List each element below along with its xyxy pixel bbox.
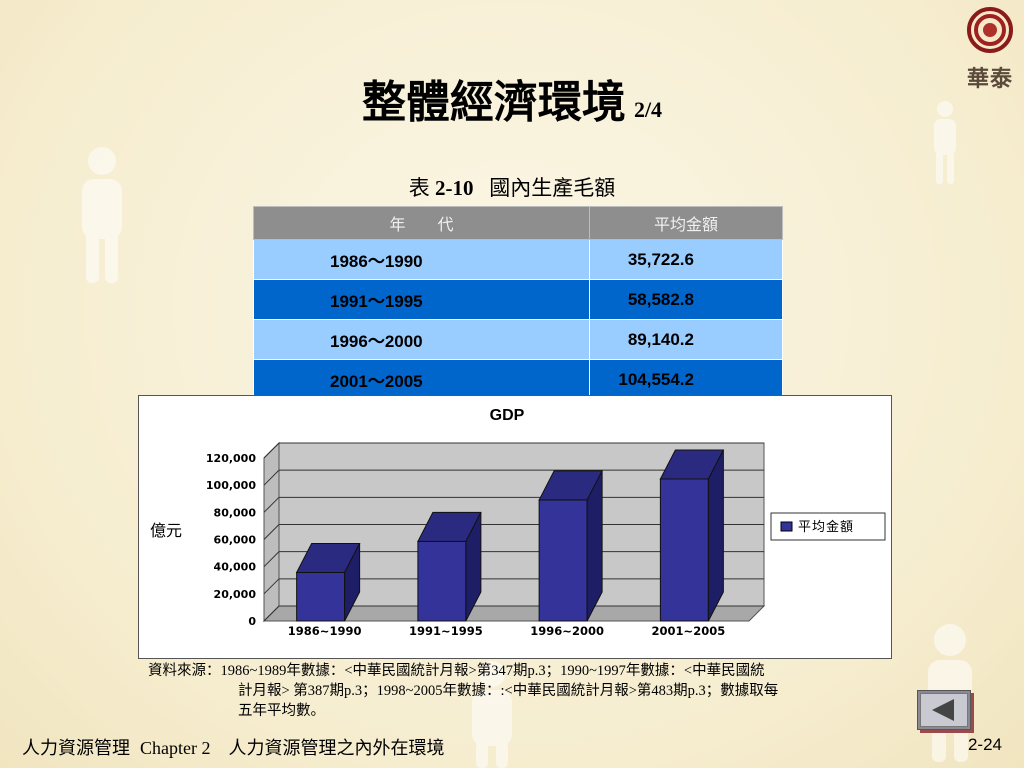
person-silhouette-icon — [82, 147, 122, 283]
chart-bar — [296, 571, 346, 622]
table-header-row: 年 代 平均金額 — [253, 206, 783, 240]
table-row: 1996～2000 89,140.2 — [253, 319, 783, 360]
chart-canvas: 0 20,000 40,000 60,000 80,000 100,000 120,000 億… — [150, 407, 886, 638]
cell-amount: 104,554.2 — [589, 359, 783, 400]
source-line-1: 資料來源：1986~1989年數據：<中華民國統計月報>第347期p.3；199… — [148, 663, 765, 679]
company-logo: 華泰 — [962, 6, 1018, 93]
title-page-indicator: 2/4 — [633, 97, 663, 122]
chart-xtick-label: 1986~1990 — [288, 624, 362, 638]
caption-number: 2-10 — [435, 176, 474, 200]
source-note: 資料來源：1986~1989年數據：<中華民國統計月報>第347期p.3；199… — [148, 661, 878, 721]
cell-period: 1991～1995 — [253, 279, 590, 320]
source-line-2: 計月報> 第387期p.3；1998~2005年數據：:<中華民國統計月報>第4… — [238, 683, 779, 699]
cell-amount: 58,582.8 — [589, 279, 783, 320]
chart-ytick-label: 40,000 — [214, 561, 257, 574]
cell-period: 1986～1990 — [253, 239, 590, 280]
chart-bar-side — [586, 470, 603, 622]
chart-ylabel: 億元 — [150, 521, 182, 540]
table-row: 1986～1990 35,722.6 — [253, 239, 783, 280]
footer-chapter: Chapter 2 — [140, 738, 211, 758]
chart-xtick-label: 1996~2000 — [530, 624, 604, 638]
cell-period: 1996～2000 — [253, 319, 590, 360]
table-caption: 表 2-10 國內生產毛額 — [0, 172, 1024, 202]
logo-text: 華泰 — [966, 67, 1013, 92]
logo-rings-icon — [967, 7, 1013, 53]
back-button[interactable] — [917, 690, 971, 730]
gdp-table: 年 代 平均金額 1986～1990 35,722.6 1991～1995 58… — [253, 206, 783, 400]
chart-legend-swatch — [780, 521, 793, 532]
chart-bar — [538, 499, 588, 622]
table-row: 2001～2005 104,554.2 — [253, 359, 783, 400]
chart-bar-side — [707, 449, 724, 622]
chart-bar — [417, 540, 467, 622]
chart-xtick-label: 1991~1995 — [409, 624, 483, 638]
left-arrow-icon — [932, 699, 954, 721]
footer: 人力資源管理 Chapter 2 人力資源管理之內外在環境 — [22, 734, 444, 760]
title-main: 整體經濟環境 — [361, 77, 626, 128]
chart-bar — [659, 478, 709, 622]
header-amount: 平均金額 — [589, 206, 783, 240]
chart-legend-label: 平均金額 — [798, 519, 854, 535]
cell-amount: 35,722.6 — [589, 239, 783, 280]
chart-xtick-label: 2001~2005 — [652, 624, 726, 638]
chart-ytick-label: 80,000 — [214, 506, 257, 519]
chart-gridline — [263, 469, 764, 486]
footer-topic: 人力資源管理之內外在環境 — [228, 738, 445, 759]
page-number: 2-24 — [967, 735, 1002, 754]
footer-course: 人力資源管理 — [22, 738, 130, 759]
chart-title: GDP — [490, 407, 525, 424]
chart-ytick-label: 60,000 — [214, 534, 257, 547]
caption-title: 國內生產毛額 — [489, 176, 616, 200]
page-title: 整體經濟環境 2/4 — [0, 66, 1024, 130]
cell-amount: 89,140.2 — [589, 319, 783, 360]
chart-ytick-label: 0 — [248, 615, 256, 628]
table-row: 1991～1995 58,582.8 — [253, 279, 783, 320]
person-silhouette-icon — [472, 661, 512, 768]
chart-ytick-label: 120,000 — [206, 452, 256, 465]
chart-gridline — [263, 442, 764, 459]
chart-ytick-label: 20,000 — [214, 588, 257, 601]
chart-bar-side — [465, 512, 482, 622]
header-period: 年 代 — [253, 206, 590, 240]
chart-bar-side — [344, 543, 361, 622]
source-line-3: 五年平均數。 — [238, 703, 325, 719]
person-silhouette-icon — [934, 101, 956, 184]
cell-period: 2001～2005 — [253, 359, 590, 400]
chart-ytick-label: 100,000 — [206, 479, 256, 492]
gdp-chart: 0 20,000 40,000 60,000 80,000 100,000 120,000 億… — [138, 395, 892, 659]
caption-prefix: 表 — [408, 176, 430, 200]
chart-gridline — [263, 605, 764, 622]
